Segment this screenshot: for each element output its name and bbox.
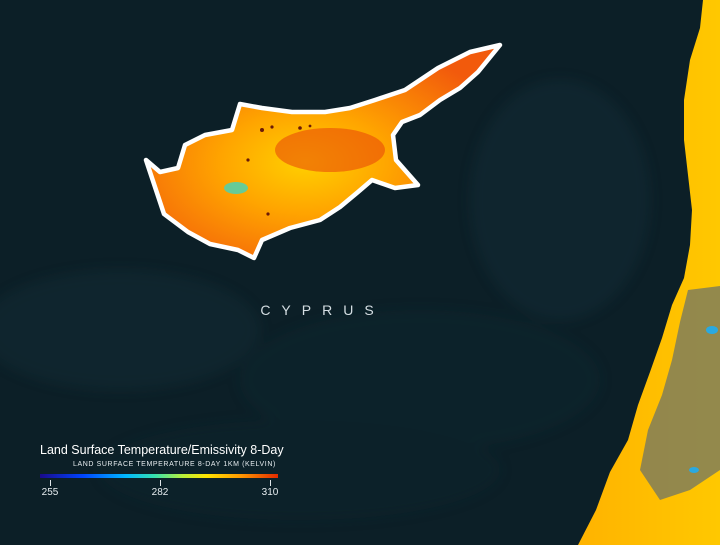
legend-tick-mark [50,480,51,486]
mainland-cool-spot [689,467,699,473]
region-label: CYPRUS [260,302,385,318]
legend-title: Land Surface Temperature/Emissivity 8-Da… [40,443,284,457]
seafloor-relief [0,80,650,520]
cyprus-hot-zone [275,128,385,172]
legend-tick-label: 310 [261,487,279,498]
cyprus-cool-spot [224,182,248,194]
legend-tick-mark [160,480,161,486]
cyprus-dark-spots [246,124,312,216]
legend-tick-label: 255 [41,487,59,498]
legend-subtitle: Land Surface Temperature 8-Day 1km (Kelv… [73,461,276,468]
legend-tick-mark [270,480,271,486]
legend-tick-label: 282 [151,487,169,498]
mainland-relief [640,286,720,500]
legend-ticks: 255 282 310 [40,478,280,500]
legend: Land Surface Temperature/Emissivity 8-Da… [40,442,285,500]
legend-color-bar [40,474,278,478]
mainland-cool-spot [706,326,718,334]
